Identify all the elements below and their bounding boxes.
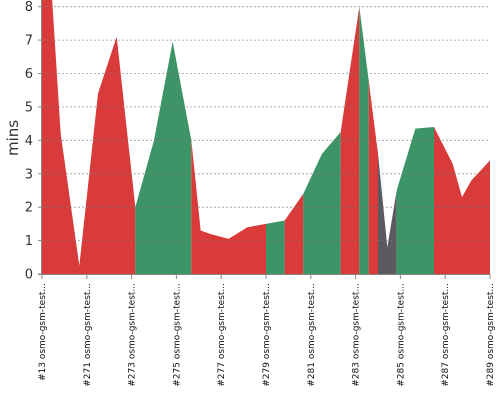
area-layer (42, 0, 490, 274)
area-segment-failure (42, 0, 136, 274)
x-tick-label: #273 osmo-gsm-test... (128, 283, 138, 387)
area-segment-success (396, 126, 434, 274)
y-tick-label: 0 (25, 268, 33, 283)
y-tick-label: 7 (25, 34, 33, 49)
area-segment-failure (434, 126, 490, 274)
y-tick-label: 4 (25, 134, 33, 149)
area-segment-success (303, 131, 341, 274)
axes-layer (38, 0, 490, 275)
x-tick-label: #271 osmo-gsm-test... (83, 283, 93, 387)
area-segment-success (266, 220, 285, 274)
x-tick-label: #279 osmo-gsm-test... (262, 283, 272, 387)
x-tick-label: #275 osmo-gsm-test... (172, 283, 182, 387)
grid-layer (42, 6, 490, 242)
y-tick-labels: 0 1 2 3 4 5 6 7 8 (25, 0, 42, 283)
x-tick-label: #277 osmo-gsm-test... (217, 283, 227, 387)
x-tick-label: #287 osmo-gsm-test... (441, 283, 451, 387)
x-tick-label: #13 osmo-gsm-test... (38, 283, 48, 381)
area-segment-aborted (378, 153, 397, 274)
y-tick-label: 6 (25, 67, 33, 82)
x-tick-label: #285 osmo-gsm-test... (396, 283, 406, 387)
y-tick-label: 5 (25, 100, 33, 115)
area-segment-success (135, 41, 192, 274)
y-tick-label: 8 (25, 0, 33, 15)
x-tick-label: #283 osmo-gsm-test... (352, 283, 362, 387)
y-tick-label: 2 (25, 201, 33, 216)
y-axis-title: mins (4, 120, 22, 156)
area-segment-failure (284, 193, 304, 274)
area-segment-failure (368, 80, 378, 274)
y-tick-label: 3 (25, 167, 33, 182)
x-tick-label: #289 osmo-gsm-test... (486, 283, 496, 387)
x-tick-labels: #13 osmo-gsm-test... #271 osmo-gsm-test..… (38, 274, 496, 387)
y-tick-label: 1 (25, 234, 33, 249)
x-tick-label: #281 osmo-gsm-test... (307, 283, 317, 387)
